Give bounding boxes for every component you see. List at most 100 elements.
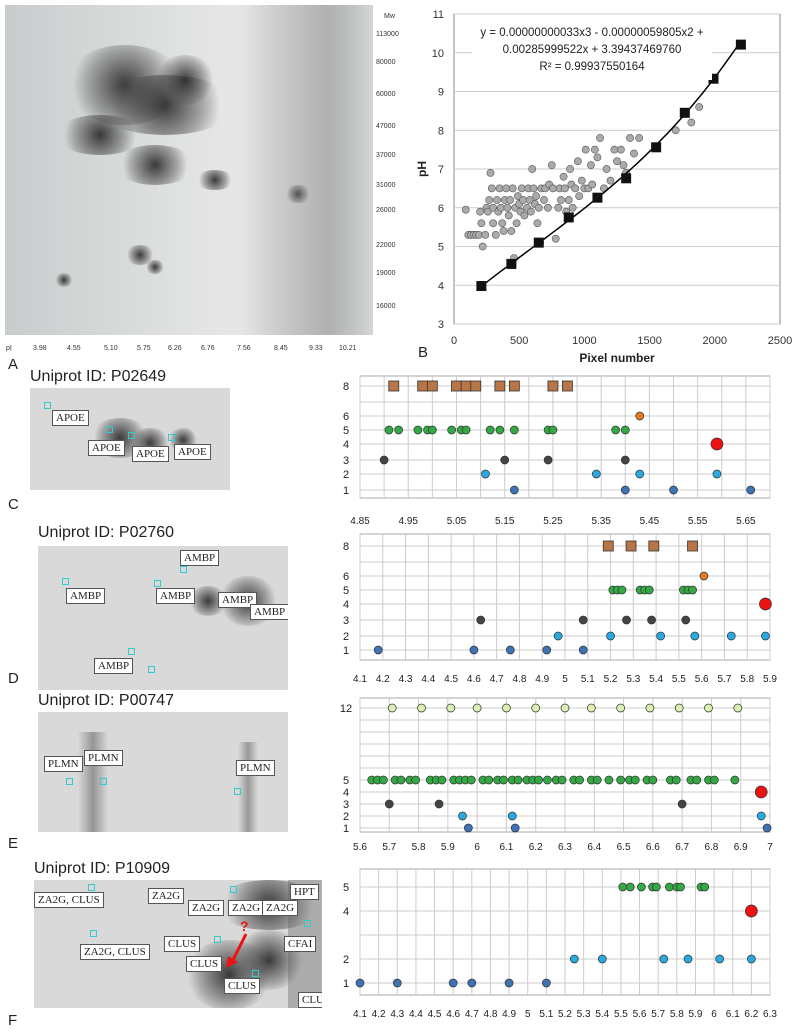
spot-marker bbox=[459, 812, 467, 820]
spot-marker bbox=[468, 979, 476, 987]
x-tick-label: 5.8 bbox=[412, 842, 426, 853]
pi-tick-label: 6.26 bbox=[168, 345, 182, 352]
r-squared-label: R² = 0.99937550164 bbox=[539, 61, 645, 73]
x-tick-label: 6.4 bbox=[587, 842, 601, 853]
y-tick-label: 4 bbox=[438, 280, 444, 292]
spot-marker bbox=[612, 426, 620, 434]
x-tick-label: 7 bbox=[767, 842, 773, 853]
calibration-point bbox=[592, 193, 602, 203]
scatter-point bbox=[496, 185, 503, 192]
spot-marker bbox=[549, 426, 557, 434]
scatter-point bbox=[488, 185, 495, 192]
x-tick-label: 4.1 bbox=[353, 674, 367, 685]
x-tick-label: 6.3 bbox=[558, 842, 572, 853]
spot-marker bbox=[356, 979, 364, 987]
gel-tag: PLMN bbox=[44, 756, 83, 772]
scatter-point bbox=[613, 158, 620, 165]
uniprot-id-f: Uniprot ID: P10909 bbox=[34, 860, 170, 878]
gel-tag: ZA2G bbox=[262, 900, 298, 916]
spot-marker bbox=[514, 776, 522, 784]
spot-marker bbox=[626, 541, 636, 551]
panel-label-a: A bbox=[8, 356, 18, 373]
spot-marker bbox=[678, 800, 686, 808]
y-tick-label: 5 bbox=[343, 585, 349, 597]
y-tick-label: 6 bbox=[438, 203, 444, 215]
x-tick-label: 5 bbox=[562, 674, 568, 685]
y-tick-label: 8 bbox=[343, 541, 349, 553]
y-tick-label: 8 bbox=[438, 125, 444, 137]
gel-tag: APOE bbox=[174, 444, 211, 460]
spot-marker bbox=[464, 824, 472, 832]
chart-f-spots: 12454.1 4.2 4.3 4.4 4.5 4.6 4.7 4.8 4.9 5 5.1 5.2 5.… bbox=[330, 865, 780, 1030]
spot-marker bbox=[506, 646, 514, 654]
y-tick-label: 2 bbox=[343, 631, 349, 643]
x-tick-label: 6.9 bbox=[734, 842, 748, 853]
scatter-point bbox=[626, 134, 633, 141]
x-tick-label: 5.05 bbox=[447, 516, 467, 527]
scatter-point bbox=[578, 177, 585, 184]
spot-marker bbox=[548, 381, 558, 391]
x-tick-label: 5.5 bbox=[614, 1009, 628, 1020]
x-tick-label: 2000 bbox=[703, 335, 727, 347]
spot-marker bbox=[496, 426, 504, 434]
spot-marker bbox=[682, 616, 690, 624]
spot-marker bbox=[554, 632, 562, 640]
scatter-point bbox=[688, 119, 695, 126]
x-tick-label: 1000 bbox=[572, 335, 596, 347]
x-tick-label: 5.5 bbox=[672, 674, 686, 685]
plot-area bbox=[360, 376, 770, 498]
scatter-point bbox=[540, 196, 547, 203]
spot-marker bbox=[598, 955, 606, 963]
spot-marker bbox=[486, 426, 494, 434]
gel-tag: AMBP bbox=[180, 550, 219, 566]
panel-label-c: C bbox=[8, 496, 19, 513]
spot-marker bbox=[477, 616, 485, 624]
spot-marker bbox=[700, 572, 708, 580]
spot-marker bbox=[511, 824, 519, 832]
spot-marker bbox=[379, 776, 387, 784]
x-tick-label: 6.8 bbox=[704, 842, 718, 853]
spot-marker bbox=[734, 704, 742, 712]
scatter-point bbox=[620, 162, 627, 169]
mw-tick-label: 47000 bbox=[376, 123, 396, 130]
spot-marker bbox=[603, 541, 613, 551]
mw-tick-label: 22000 bbox=[376, 242, 396, 249]
spot-marker bbox=[495, 381, 505, 391]
x-tick-label: 5.35 bbox=[591, 516, 611, 527]
scatter-point bbox=[555, 204, 562, 211]
calibration-point bbox=[506, 259, 516, 269]
x-tick-label: 5.55 bbox=[688, 516, 708, 527]
y-tick-label: 1 bbox=[343, 823, 349, 835]
spot-marker bbox=[665, 883, 673, 891]
spot-marker bbox=[418, 704, 426, 712]
x-tick-label: 6.3 bbox=[763, 1009, 777, 1020]
y-axis-title: pH bbox=[415, 161, 429, 177]
y-tick-label: 5 bbox=[343, 882, 349, 894]
x-tick-label: 4.9 bbox=[535, 674, 549, 685]
y-tick-label: 3 bbox=[343, 799, 349, 811]
spot-marker bbox=[470, 646, 478, 654]
x-tick-label: 5.6 bbox=[633, 1009, 647, 1020]
spot-marker bbox=[759, 598, 771, 610]
mw-tick-label: 19000 bbox=[376, 270, 396, 277]
x-tick-label: 5.8 bbox=[740, 674, 754, 685]
y-tick-label: 5 bbox=[343, 425, 349, 437]
gel-tag: AMBP bbox=[156, 588, 195, 604]
y-tick-label: 2 bbox=[343, 469, 349, 481]
y-tick-label: 3 bbox=[438, 319, 444, 331]
y-tick-label: 4 bbox=[343, 599, 349, 611]
spot-marker bbox=[481, 470, 489, 478]
spot-marker bbox=[727, 632, 735, 640]
x-tick-label: 4.3 bbox=[399, 674, 413, 685]
chart-b-calibration: 345678910110 500 1000 1500 2000 2500Pixel num… bbox=[412, 0, 797, 370]
spot-marker bbox=[579, 646, 587, 654]
spot-marker bbox=[675, 704, 683, 712]
chart-d-spots: 12345684.1 4.2 4.3 4.4 4.5 4.6 4.7 4.8 4.9 5 5.1 5.… bbox=[330, 530, 780, 690]
gel-tag: PLMN bbox=[236, 760, 275, 776]
mw-tick-label: 37000 bbox=[376, 152, 396, 159]
y-tick-label: 2 bbox=[343, 954, 349, 966]
gel-tag: HPT bbox=[290, 884, 319, 900]
scatter-point bbox=[521, 212, 528, 219]
x-tick-label: 5.9 bbox=[689, 1009, 703, 1020]
x-tick-label: 6 bbox=[711, 1009, 717, 1020]
